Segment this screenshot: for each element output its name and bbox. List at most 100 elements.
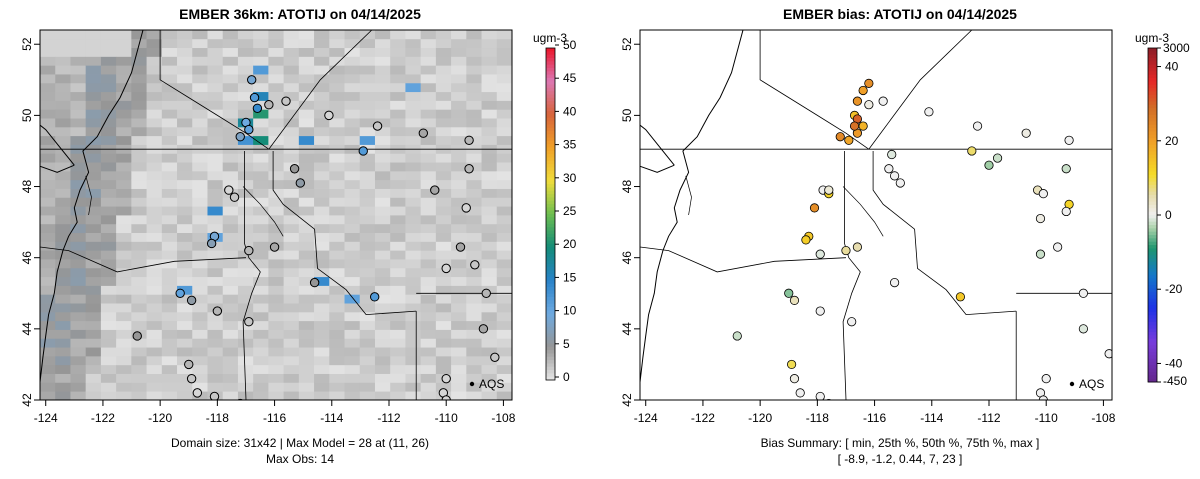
model-grid-cell — [268, 276, 285, 286]
bias-boundary-line — [640, 246, 847, 273]
model-colorbar-segment — [546, 150, 555, 155]
model-grid-cell — [420, 241, 437, 251]
model-grid-cell — [344, 197, 361, 207]
model-grid-cell — [116, 30, 132, 40]
model-grid-cell — [85, 118, 102, 128]
model-grid-cell — [40, 188, 56, 198]
model-grid-cell — [451, 223, 467, 234]
model-grid-cell — [435, 56, 452, 66]
model-grid-cell — [116, 215, 132, 225]
model-grid-cell — [314, 109, 330, 119]
model-grid-cell — [298, 285, 315, 295]
model-colorbar-segment — [546, 147, 555, 152]
model-grid-cell — [283, 241, 300, 251]
model-grid-cell — [207, 382, 224, 392]
model-grid-cell — [192, 118, 208, 128]
model-grid-cell — [192, 294, 208, 304]
model-obs-point — [295, 178, 306, 188]
model-grid-cell — [420, 74, 437, 84]
model-grid-cell — [100, 241, 117, 251]
model-grid-cell — [496, 303, 512, 313]
model-grid-cell — [268, 118, 285, 128]
model-grid-cell — [329, 329, 345, 339]
model-grid-cell — [329, 30, 345, 40]
model-grid-cell — [161, 38, 178, 49]
model-grid-cell — [405, 206, 422, 216]
model-grid-cell — [420, 223, 437, 234]
model-grid-cell — [146, 320, 163, 330]
model-grid-cell — [481, 294, 498, 304]
model-grid-cell — [268, 285, 285, 295]
bias-colorbar-segment — [1148, 305, 1157, 310]
model-grid-cell — [451, 215, 467, 225]
model-grid-cell — [268, 56, 285, 66]
model-colorbar-segment — [546, 313, 555, 318]
model-colorbar-segment — [546, 177, 555, 182]
model-grid-cell — [298, 153, 315, 163]
model-grid-cell — [116, 65, 132, 75]
model-island-outline — [40, 124, 75, 173]
bias-obs-point — [1035, 249, 1046, 259]
model-grid-cell — [177, 74, 193, 84]
model-grid-cell — [359, 65, 376, 75]
model-grid-cell — [359, 364, 376, 374]
model-chart-title: EMBER 36km: ATOTIJ on 04/14/2025 — [179, 6, 421, 22]
bias-colorbar-segment — [1148, 101, 1157, 106]
model-grid-cell — [177, 294, 193, 304]
model-grid-cell — [329, 259, 345, 269]
model-grid-cell — [359, 223, 376, 234]
model-grid-cell — [298, 347, 315, 357]
model-obs-point — [209, 391, 220, 400]
bias-caption-line2: [ -8.9, -1.2, 0.44, 7, 23 ] — [837, 452, 963, 466]
model-grid-cell — [161, 259, 178, 269]
model-obs-point — [192, 388, 203, 398]
model-grid-cell — [283, 74, 300, 84]
model-grid-cell — [405, 347, 422, 357]
model-grid-cell — [359, 74, 376, 84]
model-y-tick-label: 48 — [20, 180, 34, 194]
model-grid-cell — [253, 259, 269, 269]
model-grid-cell — [161, 329, 178, 339]
model-grid-cell — [374, 206, 391, 216]
model-grid-cell — [298, 276, 315, 286]
model-grid-cell — [283, 391, 300, 400]
bias-colorbar-segment — [1148, 291, 1157, 296]
model-grid-cell — [222, 241, 239, 251]
model-colorbar-segment — [546, 97, 555, 102]
model-grid-cell — [55, 170, 71, 181]
model-grid-cell — [100, 338, 117, 348]
model-grid-cell — [253, 188, 269, 198]
model-grid-cell — [451, 56, 467, 66]
model-grid-cell — [298, 355, 315, 366]
model-grid-cell — [100, 267, 117, 278]
model-grid-cell — [146, 276, 163, 286]
model-grid-cell — [177, 241, 193, 251]
model-grid-cell — [85, 382, 102, 392]
model-grid-cell — [222, 135, 239, 145]
model-grid-cell — [283, 259, 300, 269]
model-grid-cell — [207, 206, 224, 216]
model-grid-cell — [405, 197, 422, 207]
model-grid-cell — [329, 338, 345, 348]
model-grid-cell — [177, 285, 193, 295]
model-colorbar-segment — [546, 210, 555, 215]
model-grid-cell — [435, 188, 452, 198]
model-colorbar-segment — [546, 48, 555, 52]
model-grid-cell — [359, 56, 376, 66]
model-grid-cell — [298, 223, 315, 234]
model-colorbar-segment — [546, 124, 555, 129]
model-grid-cell — [131, 118, 147, 128]
model-grid-cell — [466, 294, 482, 304]
model-grid-cell — [177, 215, 193, 225]
model-grid-cell — [222, 259, 239, 269]
model-grid-cell — [359, 197, 376, 207]
model-obs-point — [224, 185, 234, 195]
model-grid-cell — [85, 91, 102, 101]
model-grid-cell — [435, 276, 452, 286]
model-colorbar-segment — [546, 263, 555, 268]
model-grid-cell — [344, 347, 361, 357]
model-obs-point — [309, 277, 320, 288]
model-grid-cell — [116, 206, 132, 216]
model-grid-cell — [253, 285, 269, 295]
model-grid-cell — [253, 338, 269, 348]
